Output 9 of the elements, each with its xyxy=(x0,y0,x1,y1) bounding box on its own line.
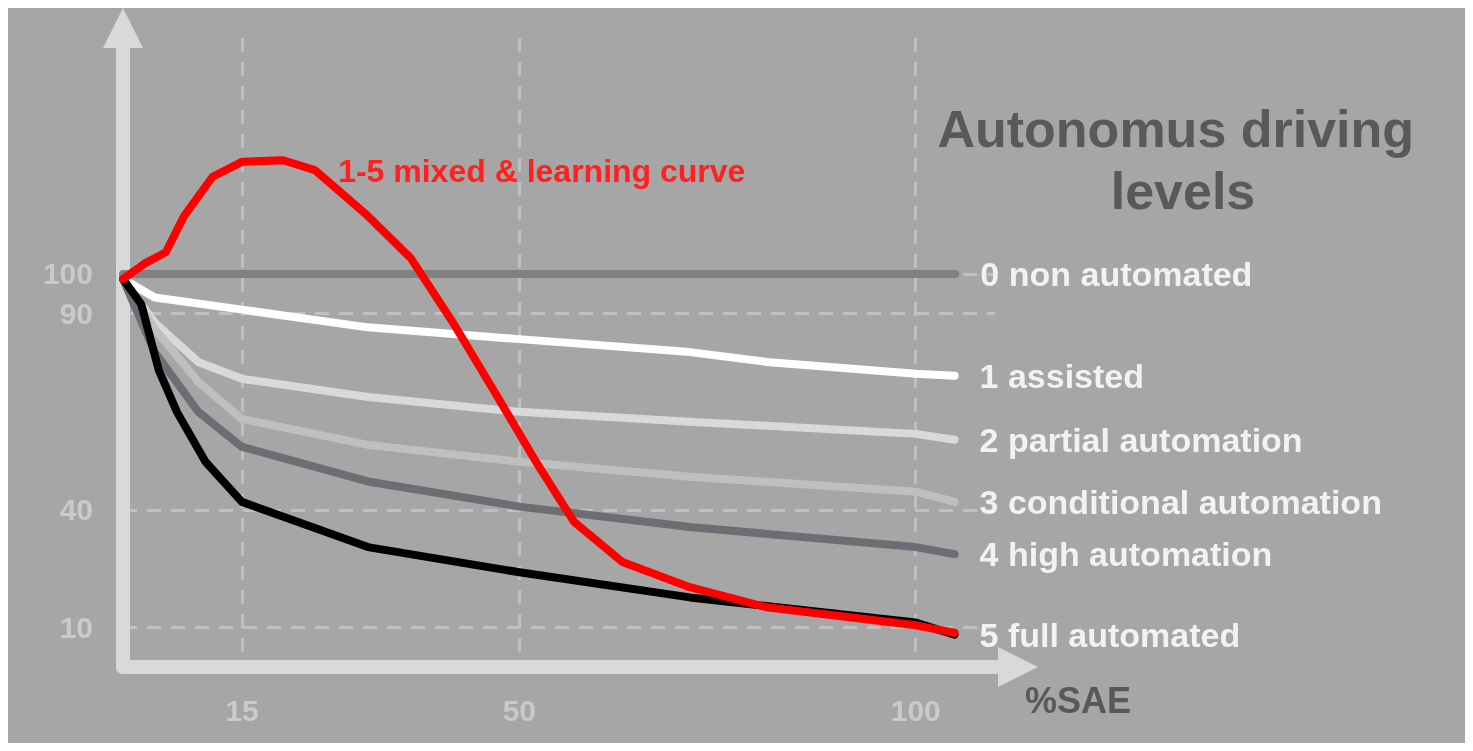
series-label: 1 assisted xyxy=(979,356,1145,395)
series-label: 2 partial automation xyxy=(979,420,1303,459)
series-label: 4 high automation xyxy=(979,535,1273,574)
text: Autonomus driving levels xyxy=(937,100,1429,220)
series-label: 0 non automated xyxy=(980,254,1253,293)
x-axis-title: %SAE xyxy=(1025,679,1132,721)
series-label: 3 conditional automation xyxy=(979,482,1382,521)
annotation: 1-5 mixed & learning curve xyxy=(338,153,746,190)
series-label: 5 full automated xyxy=(979,615,1241,654)
